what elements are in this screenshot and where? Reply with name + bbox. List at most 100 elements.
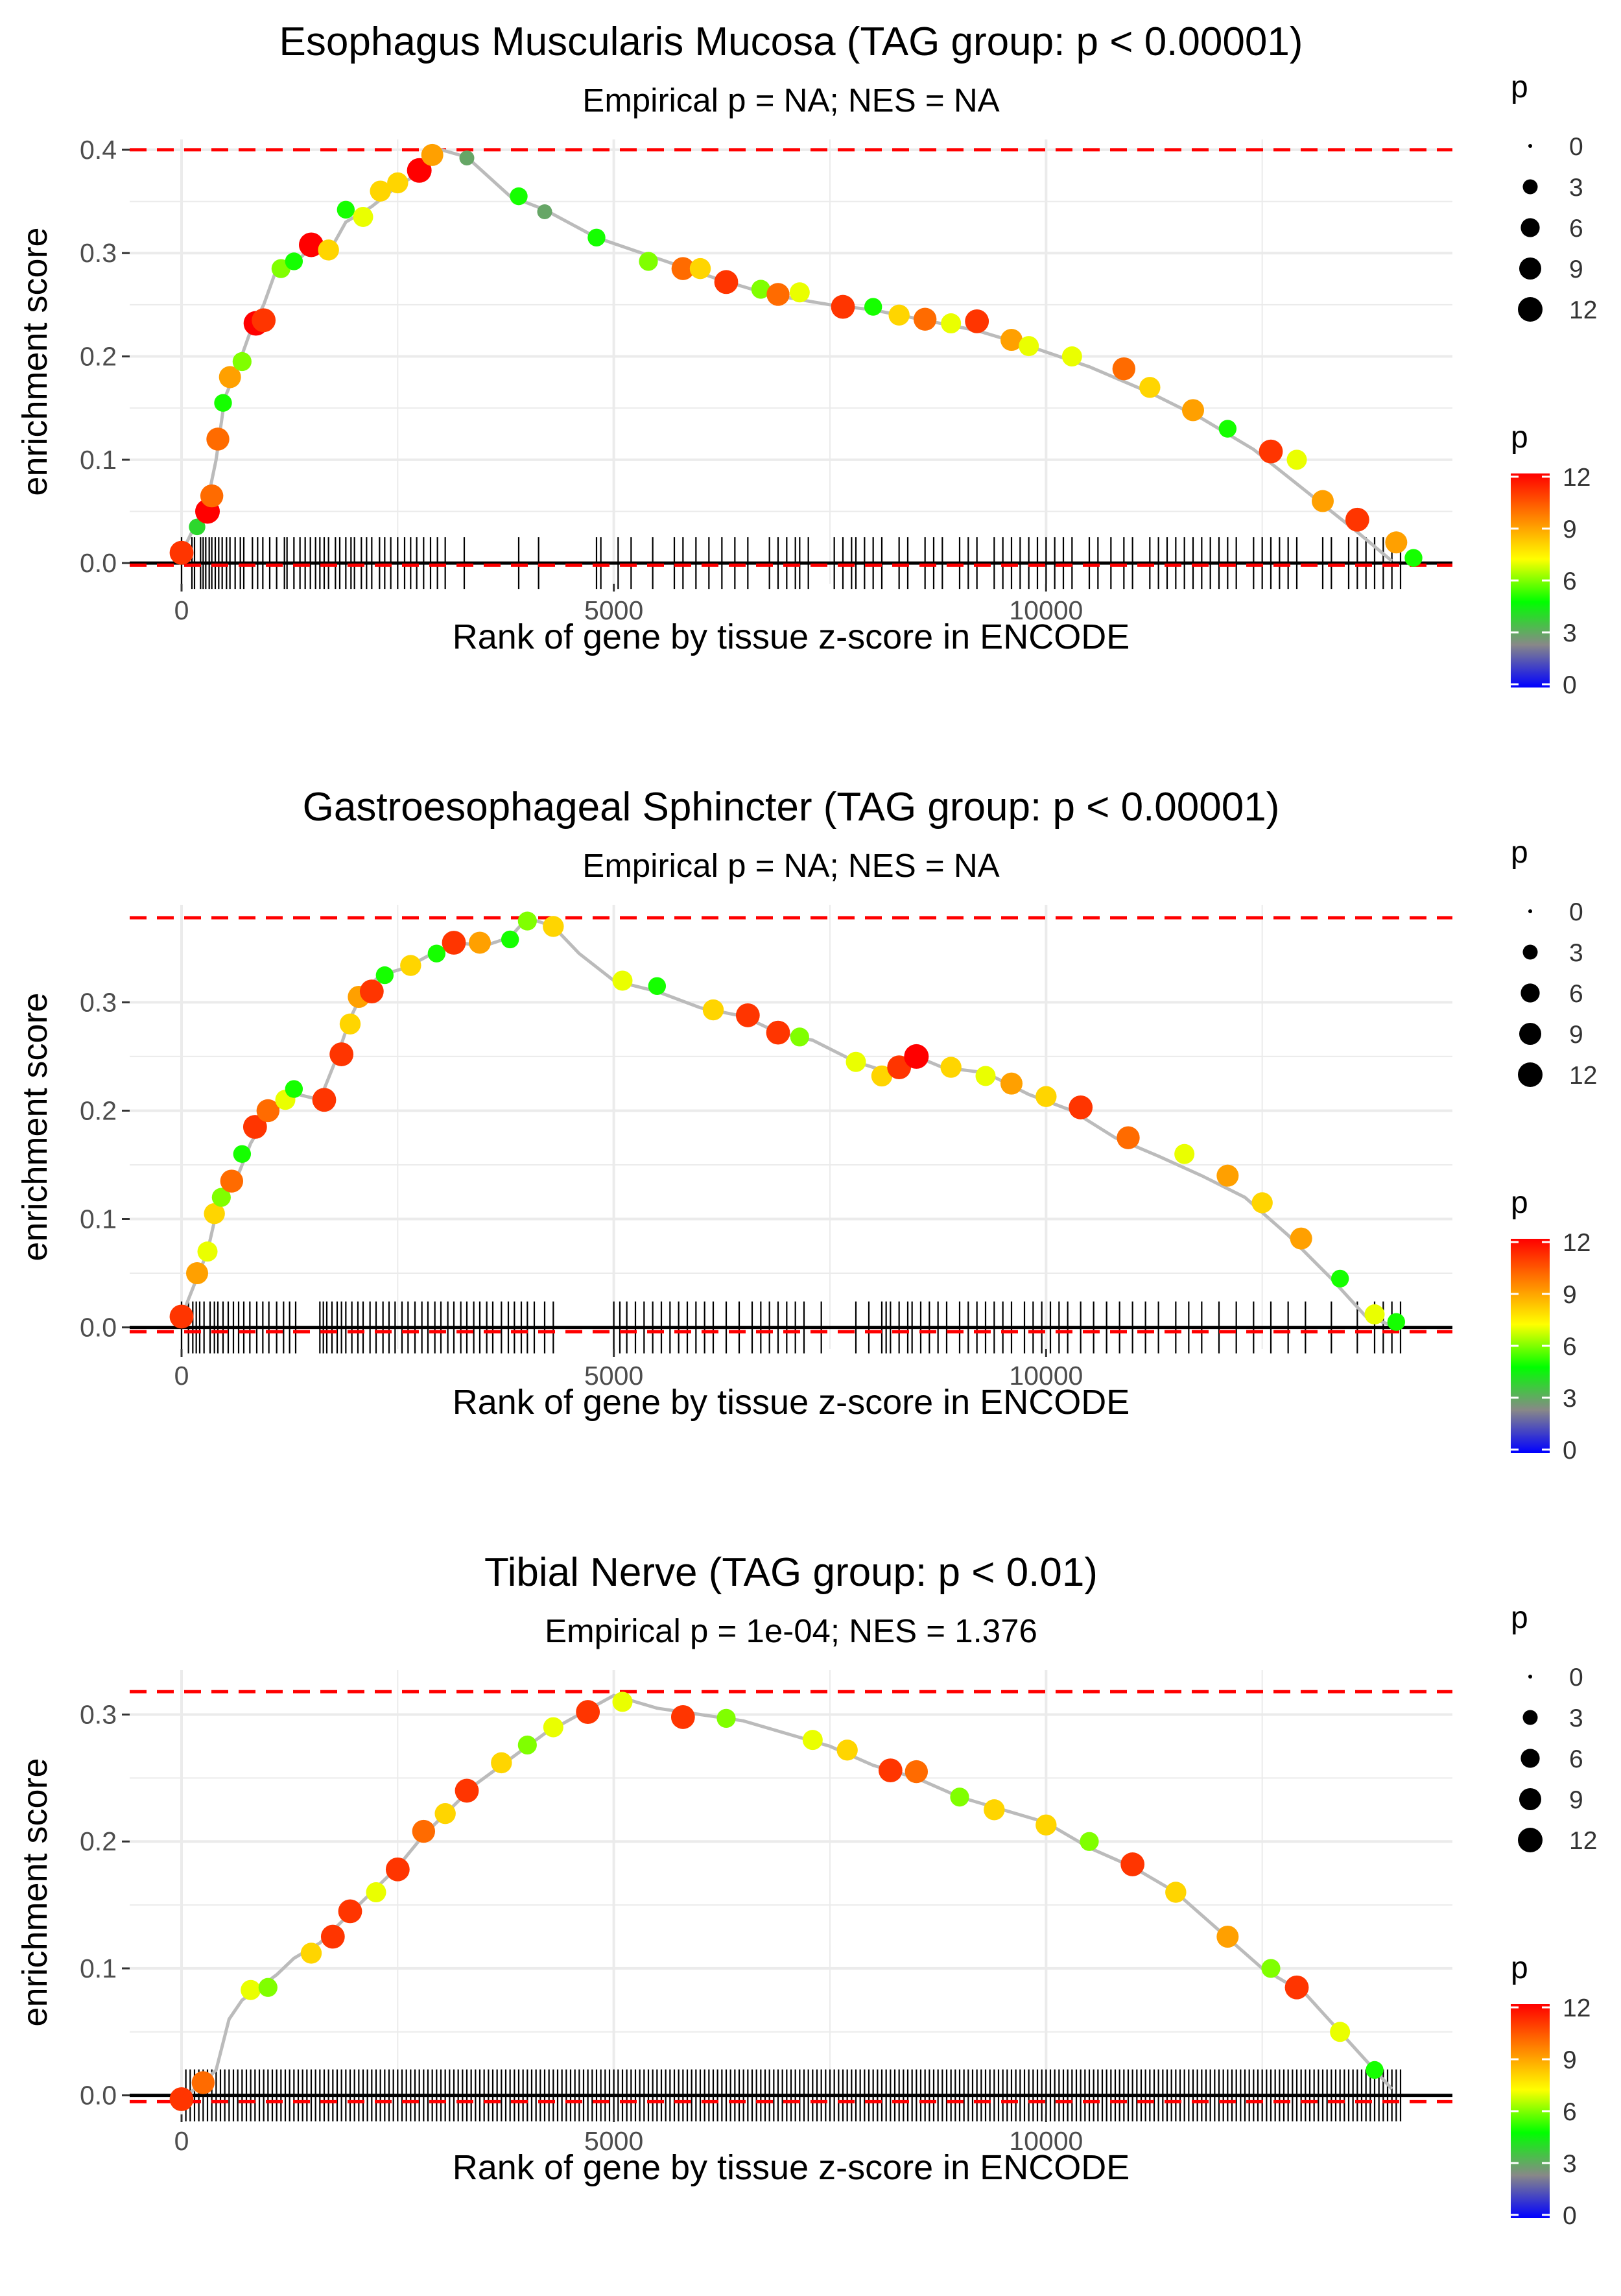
- gene-point: [887, 1055, 912, 1080]
- gene-point: [576, 1700, 600, 1724]
- gene-point: [905, 1760, 929, 1784]
- gene-point: [338, 1899, 362, 1924]
- gene-point: [1330, 2022, 1351, 2042]
- gene-point: [1261, 1959, 1281, 1978]
- gene-point: [1387, 1313, 1406, 1331]
- y-tick-label: 0.4: [80, 135, 117, 165]
- x-tick-label: 10000: [1009, 1361, 1083, 1391]
- gene-point: [888, 304, 910, 326]
- color-legend-label: 6: [1563, 1333, 1577, 1361]
- y-tick-label: 0.0: [80, 1313, 117, 1343]
- gene-point: [587, 228, 606, 247]
- gene-point: [1120, 1852, 1145, 1876]
- gene-points: [169, 1692, 1384, 2111]
- size-legend-label: 6: [1569, 1745, 1583, 1773]
- gene-point: [421, 143, 444, 166]
- size-legend-title: p: [1511, 835, 1528, 870]
- color-legend-label: 0: [1563, 671, 1577, 699]
- gene-point: [204, 1202, 225, 1225]
- gene-point: [300, 1943, 322, 1964]
- gene-point: [501, 930, 519, 949]
- gene-point: [219, 366, 241, 389]
- color-legend-title: p: [1511, 1951, 1528, 1985]
- gene-point: [427, 944, 446, 963]
- gene-point: [975, 1066, 996, 1086]
- gene-point: [412, 1819, 436, 1843]
- gene-point: [243, 1115, 267, 1139]
- gene-point: [233, 1145, 252, 1163]
- x-axis-title: Rank of gene by tissue z-score in ENCODE: [453, 617, 1130, 656]
- size-legend-key: [1528, 909, 1532, 913]
- x-axis-title: Rank of gene by tissue z-score in ENCODE: [453, 2148, 1130, 2187]
- color-legend-label: 12: [1563, 1994, 1591, 2022]
- gene-point: [1139, 377, 1161, 398]
- gene-point: [1069, 1095, 1093, 1119]
- chart-title: Esophagus Muscularis Mucosa (TAG group: …: [279, 19, 1303, 64]
- gridlines: [130, 139, 1452, 584]
- color-legend-label: 12: [1563, 1229, 1591, 1257]
- gene-point: [984, 1799, 1005, 1821]
- gene-point: [434, 1802, 456, 1824]
- gene-point: [1061, 346, 1082, 367]
- chart-panel-esophagus-muscularis-mucosa: Esophagus Muscularis Mucosa (TAG group: …: [0, 0, 1621, 765]
- gene-point: [359, 979, 384, 1004]
- gene-point: [871, 1065, 893, 1087]
- gene-point: [1331, 1269, 1349, 1288]
- color-legend-label: 6: [1563, 568, 1577, 595]
- gene-point: [339, 1013, 361, 1034]
- size-legend-key: [1522, 1710, 1538, 1725]
- gene-point: [639, 252, 658, 271]
- gene-point: [318, 239, 339, 261]
- gene-point: [1000, 329, 1023, 352]
- gene-point: [789, 282, 810, 303]
- gene-point: [455, 1778, 479, 1803]
- size-legend-label: 12: [1569, 1827, 1597, 1855]
- gene-point: [1000, 1072, 1023, 1095]
- x-tick-label: 10000: [1009, 2126, 1083, 2156]
- enrichment-curve: [180, 148, 1393, 562]
- y-tick-label: 0.3: [80, 238, 117, 268]
- color-legend-label: 9: [1563, 2046, 1577, 2074]
- gene-point: [846, 1051, 866, 1072]
- gene-point: [612, 1692, 633, 1712]
- gene-point: [1312, 490, 1334, 512]
- gene-point: [543, 1717, 563, 1738]
- y-tick-label: 0.0: [80, 2081, 117, 2111]
- size-legend-key: [1518, 1828, 1543, 1852]
- y-axis-title: enrichment score: [16, 1758, 54, 2026]
- gene-point: [543, 916, 564, 937]
- gene-point: [702, 999, 724, 1021]
- gene-point: [670, 1705, 695, 1729]
- gene-point: [459, 150, 475, 166]
- gene-point: [491, 1752, 512, 1774]
- gene-point: [214, 394, 232, 412]
- size-legend-label: 0: [1569, 898, 1583, 926]
- gene-point: [965, 309, 989, 333]
- gene-point: [206, 427, 230, 451]
- size-legend-label: 9: [1569, 1786, 1583, 1814]
- size-legend-key: [1519, 1023, 1541, 1045]
- gene-point: [469, 931, 491, 954]
- gene-points: [169, 143, 1423, 567]
- y-tick-label: 0.2: [80, 1826, 117, 1856]
- y-tick-label: 0.3: [80, 987, 117, 1017]
- y-tick-label: 0.1: [80, 445, 117, 475]
- x-tick-label: 10000: [1009, 595, 1083, 625]
- size-legend-label: 3: [1569, 1704, 1583, 1732]
- chart-title: Tibial Nerve (TAG group: p < 0.01): [484, 1550, 1098, 1595]
- gene-point: [1251, 1192, 1273, 1214]
- size-legend-key: [1522, 944, 1538, 960]
- gene-point: [1290, 1227, 1312, 1250]
- gene-point: [1259, 439, 1283, 464]
- color-legend-label: 3: [1563, 2150, 1577, 2178]
- size-legend-title: p: [1511, 70, 1528, 104]
- gene-point: [407, 158, 432, 183]
- gene-point: [1080, 1832, 1099, 1851]
- gene-point: [312, 1088, 337, 1112]
- gene-point: [442, 931, 466, 955]
- gene-point: [370, 180, 391, 202]
- chart-svg: Gastroesophageal Sphincter (TAG group: p…: [16, 785, 1597, 1465]
- gene-point: [802, 1730, 823, 1751]
- size-legend-key: [1518, 297, 1543, 322]
- size-legend-label: 3: [1569, 939, 1583, 967]
